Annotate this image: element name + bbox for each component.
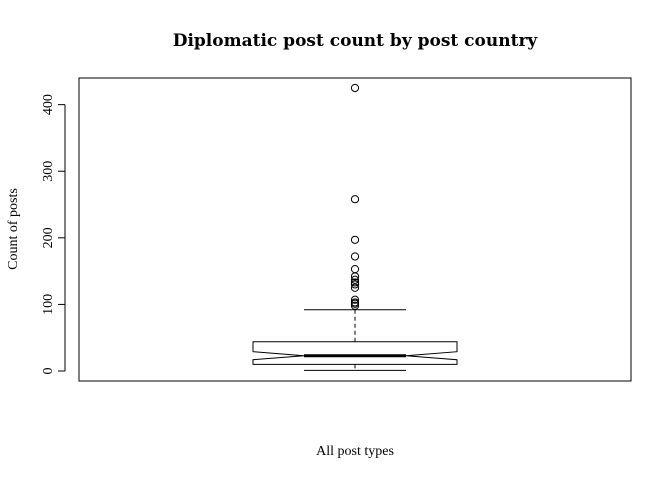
outlier-point — [350, 265, 360, 274]
outlier-point — [350, 235, 360, 244]
y-tick-label: 300 — [41, 161, 56, 182]
y-tick-label: 200 — [41, 227, 56, 248]
y-tick-label: 400 — [41, 94, 56, 115]
outlier-point — [350, 280, 360, 289]
outliers — [350, 83, 360, 310]
outlier-point — [350, 275, 360, 284]
y-axis-label: Count of posts — [6, 188, 21, 270]
outlier-point — [350, 195, 360, 204]
box — [252, 309, 458, 371]
outlier-point — [350, 298, 360, 307]
x-axis-label: All post types — [316, 444, 394, 459]
outlier-point — [350, 252, 360, 261]
y-tick-label: 100 — [41, 294, 56, 315]
box-body — [252, 341, 458, 365]
outlier-point — [350, 295, 360, 304]
outlier-point — [350, 83, 360, 93]
plot-frame — [78, 77, 632, 382]
outlier-point — [350, 278, 360, 287]
outlier-point — [350, 301, 360, 310]
chart-title: Diplomatic post count by post country — [173, 31, 539, 51]
y-tick-label: 0 — [41, 368, 56, 375]
y-axis-ticks: 0 100 200 300 400 — [41, 94, 65, 375]
outlier-point — [350, 283, 360, 292]
